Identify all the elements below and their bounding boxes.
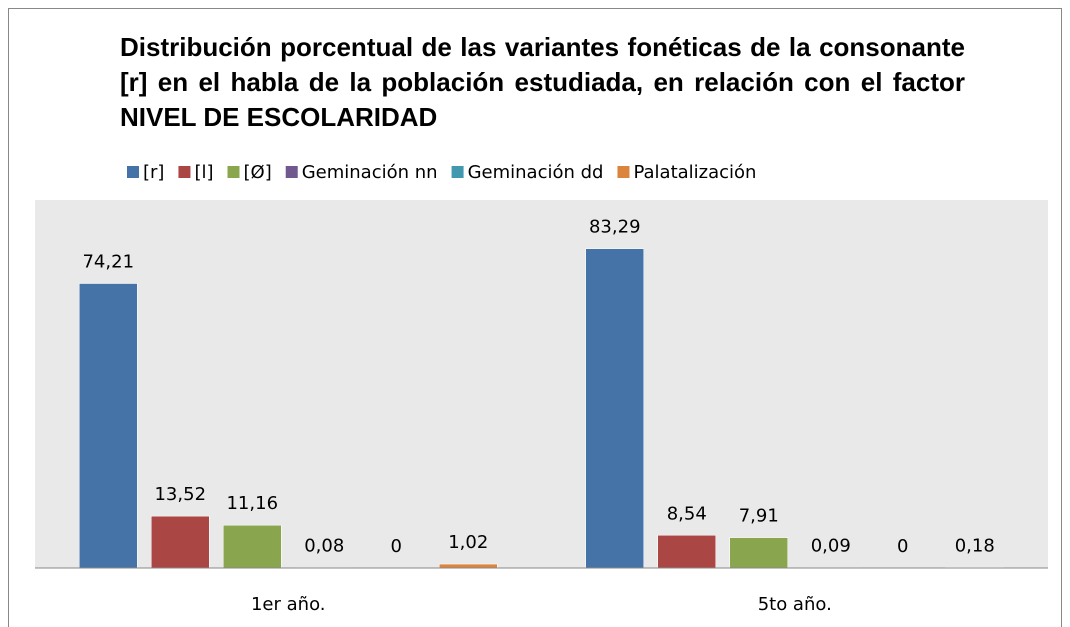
data-label: 13,52 — [154, 484, 206, 505]
data-label: 0,09 — [811, 536, 851, 557]
data-label: 0 — [897, 536, 908, 557]
data-label: 7,91 — [739, 506, 779, 527]
x-tick-label: 5to año. — [758, 594, 832, 615]
legend-label: Geminación dd — [468, 162, 604, 183]
legend-swatch — [178, 166, 191, 178]
data-label: 8,54 — [667, 503, 707, 524]
bar — [79, 283, 138, 569]
data-label: 0,08 — [304, 536, 344, 557]
bar — [585, 248, 644, 569]
chart-title: Distribución porcentual de las variantes… — [120, 32, 965, 132]
data-label: 0 — [391, 536, 402, 557]
legend-swatch — [285, 166, 298, 178]
legend-label: [l] — [194, 162, 213, 183]
bar — [729, 537, 788, 569]
data-label: 11,16 — [226, 493, 278, 514]
data-label: 74,21 — [82, 252, 134, 273]
bar — [439, 563, 498, 569]
bar — [657, 535, 716, 569]
legend-label: [r] — [143, 162, 164, 183]
bar — [151, 515, 210, 569]
legend-swatch — [451, 166, 464, 178]
x-tick-label: 1er año. — [251, 594, 326, 615]
bar — [223, 524, 282, 569]
legend-swatch — [127, 166, 139, 178]
data-label: 1,02 — [448, 532, 488, 553]
legend-label: Palatalización — [633, 162, 756, 183]
data-label: 83,29 — [589, 217, 641, 238]
legend-label: Geminación nn — [302, 162, 438, 183]
legend-label: [Ø] — [244, 162, 272, 183]
data-label: 0,18 — [955, 535, 995, 556]
legend-swatch — [617, 166, 630, 178]
plot-area — [35, 200, 1048, 568]
legend-swatch — [227, 166, 240, 178]
